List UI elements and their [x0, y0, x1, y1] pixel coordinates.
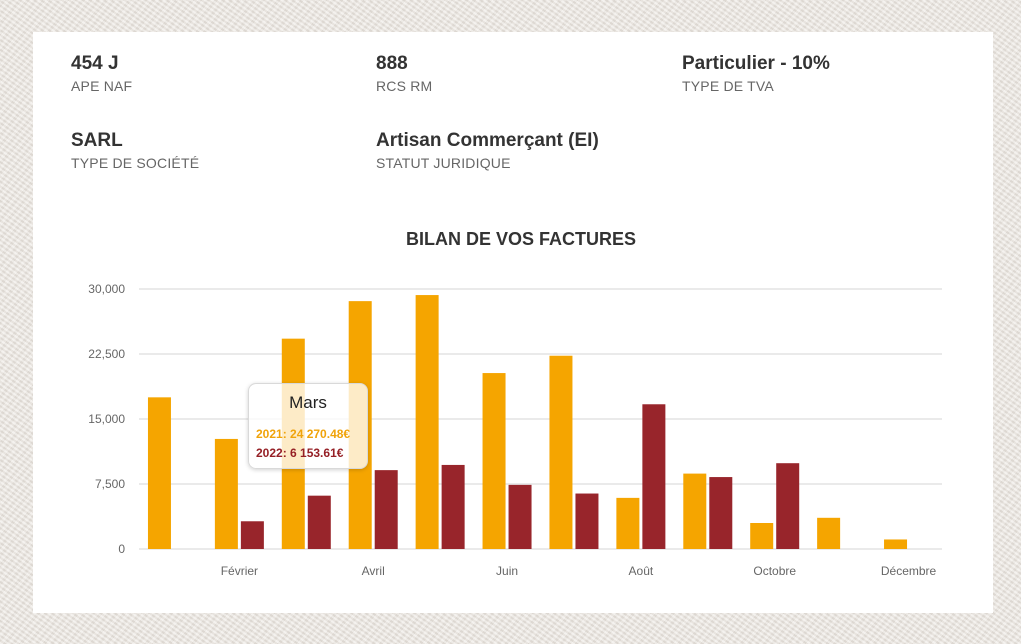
- bar-2021-décembre[interactable]: [884, 539, 908, 549]
- bar-2022-août[interactable]: [642, 404, 666, 549]
- x-tick-label: Août: [629, 564, 654, 578]
- chart-title: BILAN DE VOS FACTURES: [405, 229, 637, 249]
- tooltip-line-2022: 2022: 6 153.61€: [256, 446, 344, 460]
- bar-2022-mai[interactable]: [441, 464, 465, 549]
- bar-2021-août[interactable]: [616, 497, 640, 549]
- bar-2022-mars[interactable]: [307, 495, 331, 549]
- info-value: Artisan Commerçant (EI): [376, 130, 599, 151]
- info-label: TYPE DE SOCIÉTÉ: [71, 155, 200, 171]
- info-rcs-rm: 888 RCS RM: [376, 53, 432, 95]
- x-tick-label: Octobre: [753, 564, 796, 578]
- y-axis-ticks: 30,000 22,500 15,000 7,500 0: [88, 282, 125, 556]
- info-type-societe: SARL TYPE DE SOCIÉTÉ: [71, 130, 199, 172]
- bar-2021-janvier[interactable]: [147, 397, 171, 549]
- info-label: RCS RM: [376, 78, 433, 94]
- info-value: 454 J: [71, 53, 119, 74]
- bar-2021-février[interactable]: [214, 438, 238, 549]
- y-tick-label: 30,000: [88, 282, 125, 296]
- bar-2021-novembre[interactable]: [817, 517, 841, 549]
- y-tick-label: 22,500: [88, 347, 125, 361]
- x-tick-label: Février: [221, 564, 258, 578]
- bar-2021-mai[interactable]: [415, 295, 439, 549]
- chart-tooltip: Mars 2021: 24 270.48€ 2022: 6 153.61€: [248, 383, 368, 469]
- x-axis-ticks: Février Avril Juin Août Octobre Décembre: [221, 564, 937, 578]
- bar-2022-juillet[interactable]: [575, 493, 599, 549]
- bar-2022-octobre[interactable]: [776, 463, 800, 549]
- info-value: 888: [376, 53, 408, 74]
- tooltip-line-2021: 2021: 24 270.48€: [256, 427, 351, 441]
- bar-2021-juillet[interactable]: [549, 355, 573, 549]
- info-label: APE NAF: [71, 78, 133, 94]
- info-statut-juridique: Artisan Commerçant (EI) STATUT JURIDIQUE: [376, 130, 599, 172]
- info-label: TYPE DE TVA: [682, 78, 774, 94]
- x-tick-label: Juin: [496, 564, 518, 578]
- bar-2022-février[interactable]: [240, 521, 264, 549]
- bar-2021-juin[interactable]: [482, 373, 506, 549]
- bar-2022-juin[interactable]: [508, 484, 532, 549]
- info-value: SARL: [71, 130, 123, 151]
- info-value: Particulier - 10%: [682, 53, 830, 74]
- bar-2022-avril[interactable]: [374, 470, 398, 549]
- y-tick-label: 0: [118, 542, 125, 556]
- bar-2022-septembre[interactable]: [709, 477, 733, 549]
- chart-gridlines: [139, 288, 942, 550]
- bar-2021-septembre[interactable]: [683, 473, 707, 549]
- x-tick-label: Décembre: [881, 564, 937, 578]
- bar-2021-octobre[interactable]: [750, 523, 774, 549]
- info-ape-naf: 454 J APE NAF: [71, 53, 132, 95]
- chart-bars: [147, 295, 908, 549]
- x-tick-label: Avril: [362, 564, 385, 578]
- y-tick-label: 15,000: [88, 412, 125, 426]
- tooltip-title: Mars: [289, 393, 327, 412]
- info-label: STATUT JURIDIQUE: [376, 155, 511, 171]
- info-type-tva: Particulier - 10% TYPE DE TVA: [682, 53, 830, 95]
- y-tick-label: 7,500: [95, 477, 125, 491]
